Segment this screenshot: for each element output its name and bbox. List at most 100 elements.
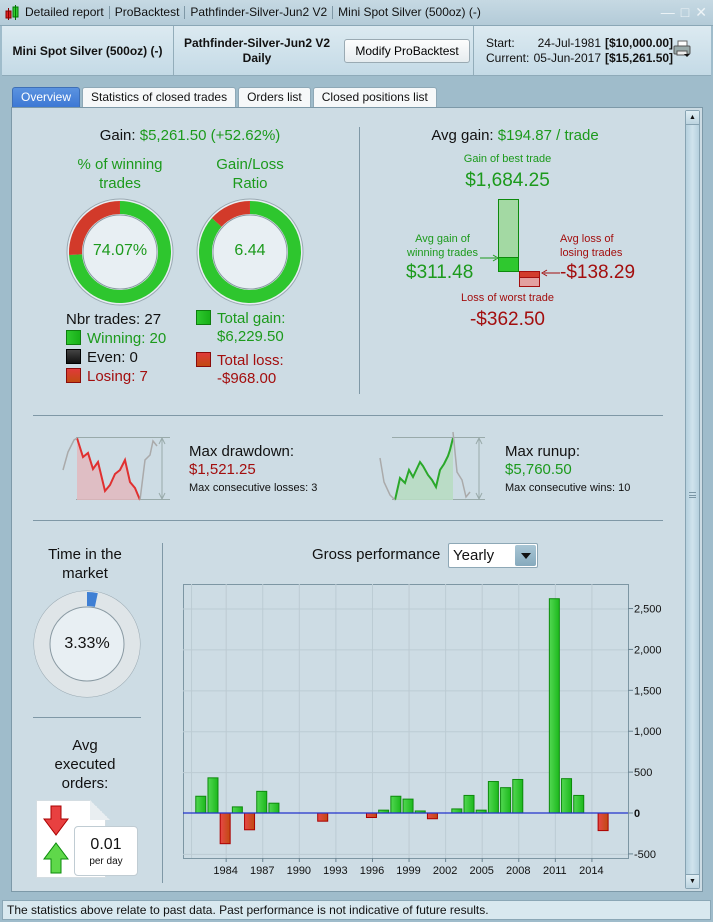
strategy-timeframe: Daily xyxy=(242,50,272,65)
even-legend-icon xyxy=(66,349,81,364)
modify-probacktest-button[interactable]: Modify ProBacktest xyxy=(344,38,471,63)
ratio-value: 6.44 xyxy=(234,242,266,259)
gain-label: Gain: xyxy=(99,127,136,144)
bar-1999 xyxy=(402,798,414,814)
tab-closed-positions-list[interactable]: Closed positions list xyxy=(312,87,437,107)
consecutive-wins: Max consecutive wins: 10 xyxy=(505,482,631,494)
bar-2003 xyxy=(451,808,463,814)
runup-sparkline-icon xyxy=(379,431,485,501)
order-arrows-icon xyxy=(43,805,69,874)
bar-2015 xyxy=(597,812,609,832)
title-segment: Detailed report xyxy=(20,6,110,19)
winning-title-2: trades xyxy=(99,175,141,192)
best-trade-value: $1,684.25 xyxy=(465,170,550,191)
winning-pct-value: 74.07% xyxy=(92,242,148,259)
runup-value: $5,760.50 xyxy=(505,461,572,478)
bar-1992 xyxy=(317,812,329,822)
y-tick-label: 500 xyxy=(634,767,652,779)
x-tick-label: 1984 xyxy=(213,865,237,877)
bar-2006 xyxy=(487,781,499,814)
bar-2012 xyxy=(561,778,573,814)
chevron-down-icon[interactable] xyxy=(515,545,536,566)
bar-2011 xyxy=(548,598,560,814)
avg-gain-label: Avg gain: xyxy=(431,127,494,144)
bar-2004 xyxy=(463,794,475,814)
y-tick-label: 2,000 xyxy=(634,644,662,656)
minimize-icon[interactable]: — xyxy=(660,4,675,20)
worst-trade-value: -$362.50 xyxy=(469,309,545,330)
drawdown-sparkline-icon xyxy=(62,436,170,501)
x-tick-label: 1987 xyxy=(250,865,274,877)
avg-loss-arrow-icon xyxy=(541,269,560,277)
bar-2001 xyxy=(426,812,438,820)
donut-center xyxy=(212,214,288,290)
total-loss-legend-icon xyxy=(196,352,211,367)
title-segment: Pathfinder-Silver-Jun2 V2 xyxy=(185,6,334,19)
instrument-name: Mini Spot Silver (500oz) (-) xyxy=(2,26,174,75)
section-divider xyxy=(33,717,141,718)
gross-performance-chart: 2,500 2,000 1,500 1,000 500 0 -500 1984 1987 1990… xyxy=(183,584,662,877)
avg-win-label-2: winning trades xyxy=(407,247,478,259)
x-tick-label: 2002 xyxy=(433,865,457,877)
avg-orders-title-3: orders: xyxy=(61,775,109,792)
x-tick-label: 1999 xyxy=(396,865,420,877)
total-gain-legend-icon xyxy=(196,310,211,325)
start-date: 24-Jul-1981 xyxy=(537,35,601,50)
scroll-down-icon[interactable]: ▼ xyxy=(686,874,699,888)
ratio-title-2: Ratio xyxy=(232,175,268,192)
title-segment: Mini Spot Silver (500oz) (-) xyxy=(338,5,481,19)
bar-2008 xyxy=(512,778,524,814)
avg-gain-value: $194.87 / trade xyxy=(497,127,599,144)
avg-win-value: $311.48 xyxy=(406,262,474,283)
consecutive-losses: Max consecutive losses: 3 xyxy=(189,482,318,494)
gain-loss-ratio-donut xyxy=(196,198,304,306)
avg-win-label: Avg gain of xyxy=(415,233,470,245)
worst-trade-label: Loss of worst trade xyxy=(461,292,554,304)
vertical-scrollbar[interactable]: ▲ ▼ xyxy=(685,110,700,889)
total-loss-label: Total loss: xyxy=(217,352,284,369)
gain-value: $5,261.50 (+52.62%) xyxy=(139,127,281,144)
strategy-name: Pathfinder-Silver-Jun2 V2 xyxy=(184,35,331,50)
total-gain-label: Total gain: xyxy=(217,310,286,327)
section-divider xyxy=(33,415,663,416)
tab-overview[interactable]: Overview xyxy=(12,87,81,107)
avg-loss-value: -$138.29 xyxy=(560,262,636,283)
scroll-up-icon[interactable]: ▲ xyxy=(686,111,699,125)
time-in-market-donut xyxy=(33,590,141,698)
current-capital: [$15,261.50] xyxy=(605,50,674,65)
app-logo-icon xyxy=(4,4,20,21)
start-label: Start: xyxy=(486,35,515,50)
avg-orders-title: Avg xyxy=(72,737,98,754)
bar-1988 xyxy=(268,802,280,814)
x-tick-label: 1993 xyxy=(323,865,347,877)
x-tick-label: 2011 xyxy=(543,865,567,877)
x-tick-label: 1996 xyxy=(360,865,384,877)
y-tick-label: 2,500 xyxy=(634,604,662,616)
scroll-grip-icon[interactable] xyxy=(689,492,696,498)
donut-segment-negative xyxy=(69,201,120,255)
ratio-title: Gain/Loss xyxy=(216,156,284,173)
winning-count: Winning: 20 xyxy=(87,330,167,347)
y-tick-label: -500 xyxy=(634,849,656,861)
x-tick-label: 2005 xyxy=(469,865,493,877)
bar-2007 xyxy=(500,787,512,814)
printer-icon[interactable] xyxy=(673,40,691,58)
maximize-icon[interactable]: □ xyxy=(680,4,690,20)
bar-1984 xyxy=(219,812,231,845)
performance-period-select[interactable]: Yearly xyxy=(448,543,538,568)
tab-statistics-closed-trades[interactable]: Statistics of closed trades xyxy=(82,87,237,107)
avg-win-arrow-icon xyxy=(480,254,499,262)
bar-1987 xyxy=(256,790,268,814)
drawdown-label: Max drawdown: xyxy=(189,443,295,460)
y-tick-label: 1,500 xyxy=(634,685,662,697)
close-icon[interactable]: ✕ xyxy=(695,4,707,20)
winning-legend-icon xyxy=(66,330,81,345)
time-market-title-2: market xyxy=(62,565,108,582)
orders-per-day-unit: per day xyxy=(89,856,123,867)
current-date: 05-Jun-2017 xyxy=(533,50,601,65)
donut-segment-time xyxy=(87,592,98,607)
tab-orders-list[interactable]: Orders list xyxy=(238,87,311,107)
x-tick-label: 1990 xyxy=(287,865,311,877)
avg-loss-label-2: losing trades xyxy=(560,247,623,259)
bar-1996 xyxy=(365,812,377,819)
